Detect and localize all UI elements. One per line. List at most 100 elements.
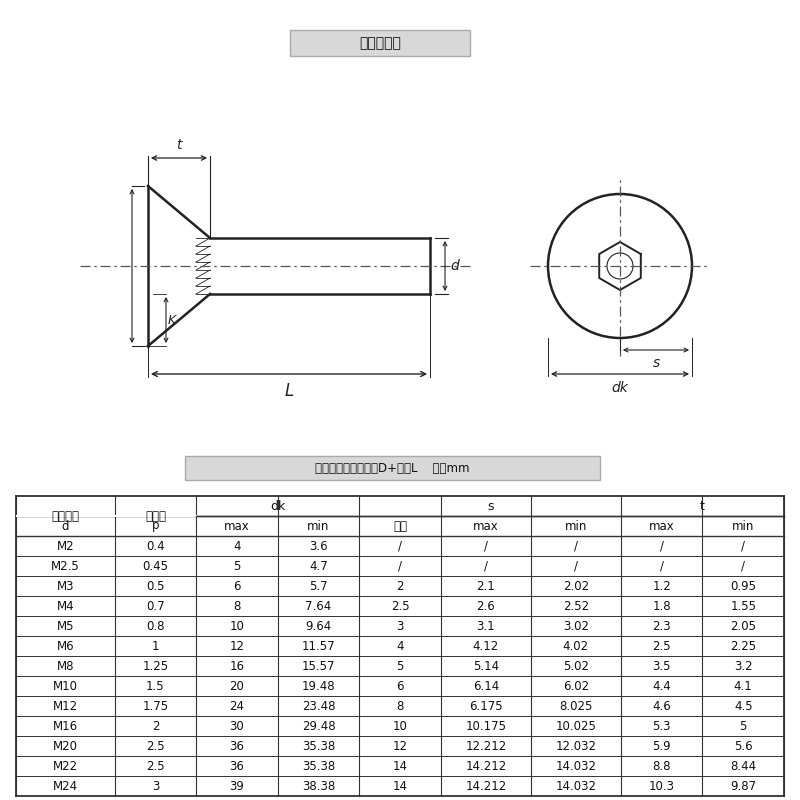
Text: 4.6: 4.6 — [652, 699, 671, 713]
Text: 2.25: 2.25 — [730, 639, 756, 653]
Text: 2.5: 2.5 — [390, 599, 410, 613]
Text: p: p — [152, 519, 159, 533]
Text: 2.5: 2.5 — [146, 739, 165, 753]
Text: 3.02: 3.02 — [563, 619, 589, 633]
Text: 14.212: 14.212 — [465, 779, 506, 793]
Text: 12: 12 — [393, 739, 407, 753]
Text: M10: M10 — [53, 679, 78, 693]
Text: 5: 5 — [739, 719, 747, 733]
Text: 36: 36 — [230, 739, 244, 753]
Text: 8: 8 — [234, 599, 241, 613]
Text: /: / — [398, 539, 402, 553]
Text: M16: M16 — [53, 719, 78, 733]
Text: 6.02: 6.02 — [563, 679, 589, 693]
Text: min: min — [307, 519, 330, 533]
Text: 29.48: 29.48 — [302, 719, 335, 733]
Text: 2.5: 2.5 — [146, 759, 165, 773]
Text: 15.57: 15.57 — [302, 659, 335, 673]
Text: M12: M12 — [53, 699, 78, 713]
Text: 3: 3 — [152, 779, 159, 793]
Text: 39: 39 — [230, 779, 244, 793]
Text: 35.38: 35.38 — [302, 759, 335, 773]
Text: 3: 3 — [396, 619, 404, 633]
Text: M3: M3 — [57, 579, 74, 593]
Text: 4.5: 4.5 — [734, 699, 753, 713]
Text: dk: dk — [612, 381, 628, 395]
Text: max: max — [224, 519, 250, 533]
Text: 14: 14 — [393, 759, 407, 773]
Text: 30: 30 — [230, 719, 244, 733]
Text: 16: 16 — [230, 659, 245, 673]
Text: 23.48: 23.48 — [302, 699, 335, 713]
Text: /: / — [398, 559, 402, 573]
Text: 5.6: 5.6 — [734, 739, 753, 753]
Text: 4.1: 4.1 — [734, 679, 753, 693]
Text: 1.5: 1.5 — [146, 679, 165, 693]
Text: 6: 6 — [396, 679, 404, 693]
Text: /: / — [574, 559, 578, 573]
Text: 14.032: 14.032 — [555, 779, 597, 793]
Text: s: s — [487, 499, 494, 513]
Text: 6.175: 6.175 — [469, 699, 502, 713]
Text: 4.4: 4.4 — [652, 679, 671, 693]
Text: 5: 5 — [234, 559, 241, 573]
Text: /: / — [484, 559, 488, 573]
Text: /: / — [742, 559, 746, 573]
Text: /: / — [484, 539, 488, 553]
Text: d: d — [450, 259, 458, 273]
Text: 1.2: 1.2 — [652, 579, 671, 593]
Text: 6: 6 — [234, 579, 241, 593]
Text: 0.4: 0.4 — [146, 539, 165, 553]
Text: M2.5: M2.5 — [51, 559, 80, 573]
Text: M4: M4 — [57, 599, 74, 613]
Text: 粗螺距: 粗螺距 — [145, 510, 166, 522]
Text: 8.8: 8.8 — [653, 759, 671, 773]
Text: 2: 2 — [396, 579, 404, 593]
Text: 2.5: 2.5 — [653, 639, 671, 653]
Text: 3.6: 3.6 — [309, 539, 328, 553]
Text: 2.3: 2.3 — [653, 619, 671, 633]
Text: t: t — [176, 138, 182, 152]
Text: 4.12: 4.12 — [473, 639, 499, 653]
Text: 2.02: 2.02 — [563, 579, 589, 593]
Text: 10.175: 10.175 — [466, 719, 506, 733]
Text: 2.05: 2.05 — [730, 619, 756, 633]
Text: 6.14: 6.14 — [473, 679, 499, 693]
Text: 8.025: 8.025 — [559, 699, 593, 713]
Text: 10: 10 — [230, 619, 244, 633]
Text: 2.1: 2.1 — [477, 579, 495, 593]
Text: M6: M6 — [57, 639, 74, 653]
Text: 11.57: 11.57 — [302, 639, 335, 653]
Text: 8.44: 8.44 — [730, 759, 756, 773]
Text: /: / — [742, 539, 746, 553]
Text: 9.87: 9.87 — [730, 779, 756, 793]
Text: max: max — [649, 519, 674, 533]
Text: 20: 20 — [230, 679, 244, 693]
Text: 0.5: 0.5 — [146, 579, 165, 593]
Text: /: / — [574, 539, 578, 553]
Text: 12.032: 12.032 — [555, 739, 597, 753]
Text: 1.75: 1.75 — [142, 699, 169, 713]
Text: 24: 24 — [230, 699, 245, 713]
Text: 图纸示意图: 图纸示意图 — [359, 36, 401, 50]
Text: 14.212: 14.212 — [465, 759, 506, 773]
Text: 规格组成：螺纹直径D+长度L    单位mm: 规格组成：螺纹直径D+长度L 单位mm — [315, 462, 470, 474]
Text: 10.025: 10.025 — [555, 719, 596, 733]
Text: 公称直径: 公称直径 — [51, 510, 79, 522]
Text: dk: dk — [270, 499, 286, 513]
Text: M24: M24 — [53, 779, 78, 793]
Text: 3.1: 3.1 — [477, 619, 495, 633]
Text: /: / — [660, 559, 664, 573]
Text: 3.5: 3.5 — [653, 659, 671, 673]
Text: 5.9: 5.9 — [653, 739, 671, 753]
Text: 1.25: 1.25 — [142, 659, 169, 673]
Text: 2.52: 2.52 — [563, 599, 589, 613]
Text: 1: 1 — [152, 639, 159, 653]
Text: 14: 14 — [393, 779, 407, 793]
Text: min: min — [732, 519, 754, 533]
Text: 5.14: 5.14 — [473, 659, 499, 673]
Text: 公称: 公称 — [393, 519, 407, 533]
Text: 9.64: 9.64 — [306, 619, 332, 633]
Text: 0.95: 0.95 — [730, 579, 756, 593]
Text: 1.55: 1.55 — [730, 599, 756, 613]
